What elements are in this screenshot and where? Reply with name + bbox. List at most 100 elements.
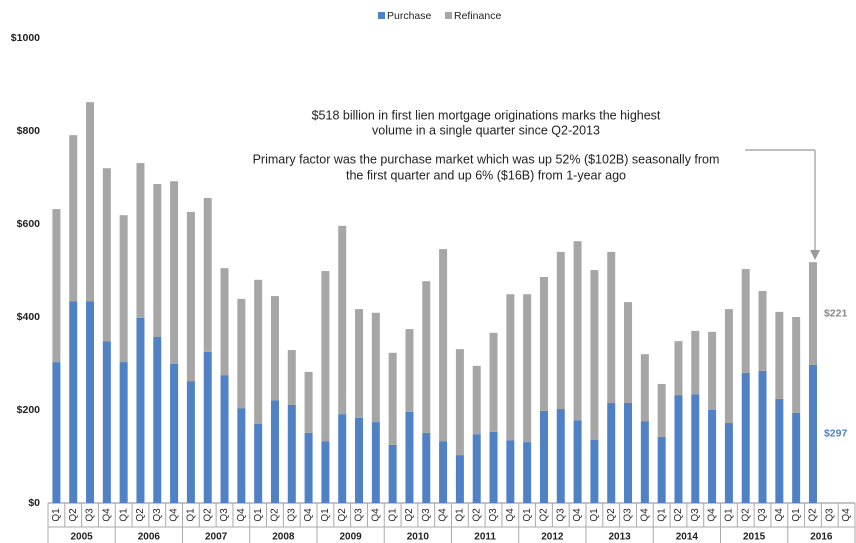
group-label: 2007 — [205, 532, 228, 543]
bar — [69, 135, 78, 302]
bar — [237, 408, 246, 503]
bar — [304, 432, 313, 503]
bar — [388, 444, 397, 503]
x-tick-label: Q3 — [488, 508, 499, 522]
x-tick-label: Q3 — [757, 508, 768, 522]
x-tick-label: Q1 — [724, 508, 735, 522]
bar — [489, 332, 498, 432]
bar — [640, 354, 649, 422]
group-label: 2006 — [138, 532, 161, 543]
x-tick-label: Q3 — [219, 508, 230, 522]
x-tick-label: Q2 — [539, 508, 550, 522]
bar — [388, 352, 397, 445]
bar — [624, 403, 633, 503]
bar — [741, 269, 750, 373]
x-tick-label: Q4 — [370, 508, 381, 522]
bar — [624, 302, 633, 404]
y-tick-label: $0 — [28, 497, 40, 509]
x-tick-label: Q1 — [656, 508, 667, 522]
bar — [136, 317, 145, 503]
bar — [170, 363, 179, 503]
group-label: 2012 — [541, 532, 564, 543]
bar — [422, 432, 431, 503]
x-tick-label: Q4 — [169, 508, 180, 522]
bar — [86, 102, 95, 302]
legend-swatch — [378, 12, 385, 19]
bar — [472, 365, 481, 435]
bar — [220, 268, 229, 376]
x-tick-label: Q1 — [387, 508, 398, 522]
y-tick-label: $1000 — [11, 32, 40, 44]
bar — [792, 317, 801, 413]
group-label: 2016 — [810, 532, 833, 543]
annotation: $518 billion in first lien mortgage orig… — [312, 108, 661, 122]
bar — [741, 372, 750, 503]
bar — [590, 439, 599, 503]
group-label: 2014 — [676, 532, 699, 543]
bar — [775, 398, 784, 503]
y-tick-label: $800 — [17, 125, 41, 137]
group-label: 2008 — [272, 532, 295, 543]
annotation: Primary factor was the purchase market w… — [253, 152, 720, 166]
x-tick-label: Q4 — [841, 508, 852, 522]
x-tick-label: Q1 — [522, 508, 533, 522]
bar — [472, 434, 481, 503]
bar — [405, 329, 414, 412]
bar — [69, 301, 78, 503]
group-label: 2010 — [407, 532, 430, 543]
bar — [102, 341, 111, 503]
bar — [556, 251, 565, 410]
bar — [523, 442, 532, 503]
x-tick-label: Q2 — [606, 508, 617, 522]
group-label: 2011 — [474, 532, 496, 543]
x-tick-label: Q1 — [186, 508, 197, 522]
bar — [724, 309, 733, 424]
bar — [86, 301, 95, 503]
bar — [52, 209, 61, 363]
bar — [321, 441, 330, 503]
bar — [321, 270, 330, 442]
bar — [674, 341, 683, 396]
arrow-head — [810, 250, 820, 260]
x-tick-label: Q1 — [320, 508, 331, 522]
x-tick-label: Q3 — [623, 508, 634, 522]
x-tick-label: Q4 — [707, 508, 718, 522]
x-tick-label: Q4 — [639, 508, 650, 522]
x-tick-label: Q4 — [572, 508, 583, 522]
x-tick-label: Q3 — [421, 508, 432, 522]
bar — [102, 168, 111, 342]
group-label: 2005 — [71, 532, 94, 543]
x-tick-label: Q3 — [690, 508, 701, 522]
legend-swatch — [445, 12, 452, 19]
bar — [808, 364, 817, 503]
x-tick-label: Q4 — [303, 508, 314, 522]
group-label: 2013 — [609, 532, 632, 543]
x-tick-label: Q1 — [455, 508, 466, 522]
bar — [439, 249, 448, 442]
bar — [254, 423, 263, 503]
bar — [287, 350, 296, 405]
bar — [203, 351, 212, 503]
bar — [506, 294, 515, 441]
y-tick-label: $600 — [17, 218, 41, 230]
bar — [724, 423, 733, 503]
bar — [355, 417, 364, 503]
bar — [371, 422, 380, 503]
bar — [573, 241, 582, 421]
bar — [808, 262, 817, 365]
bar — [153, 184, 162, 337]
x-tick-label: Q3 — [354, 508, 365, 522]
bar — [186, 381, 195, 503]
y-tick-label: $200 — [17, 404, 41, 416]
bar — [708, 331, 717, 410]
bar — [539, 277, 548, 411]
bar — [455, 349, 464, 456]
bar — [556, 409, 565, 503]
bar — [607, 403, 616, 503]
group-label: 2009 — [340, 532, 363, 543]
x-tick-label: Q4 — [236, 508, 247, 522]
bar — [119, 362, 128, 503]
bar — [691, 330, 700, 395]
bar — [52, 362, 61, 503]
annotation: the first quarter and up 6% ($16B) from … — [346, 168, 626, 182]
